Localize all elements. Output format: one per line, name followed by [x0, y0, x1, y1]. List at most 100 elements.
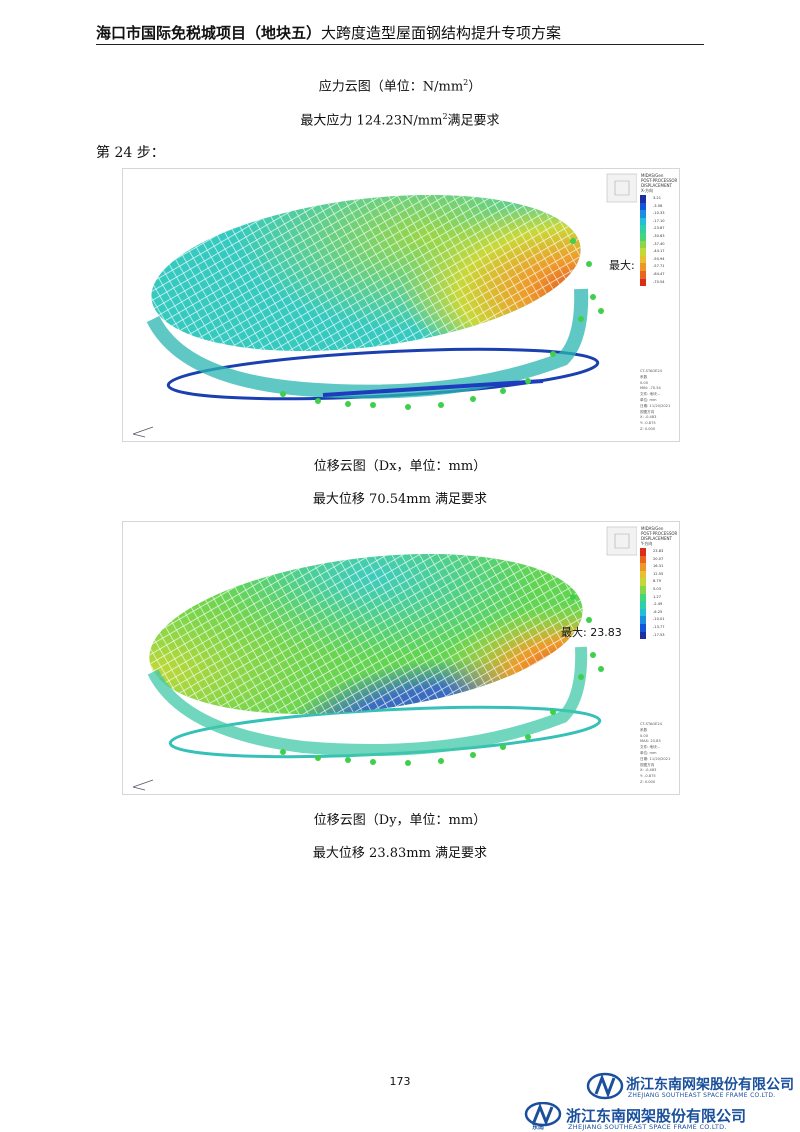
legend-header-line: DISPLACEMENT: [641, 536, 672, 541]
stress-caption: 应力云图（单位：N/mm2）: [318, 78, 482, 95]
legend-value: -13.77: [653, 625, 665, 629]
legend-swatch: [640, 255, 646, 264]
legend-value: -6.25: [653, 609, 663, 614]
axis-triad-icon: [132, 779, 154, 791]
stress-note: 最大应力 124.23N/mm2满足要求: [300, 112, 500, 129]
page-header: 海口市国际免税城项目（地块五）大跨度造型屋面钢结构提升专项方案: [96, 22, 704, 45]
legend-swatch: [640, 278, 646, 287]
max-value-label: 最大: 23.83: [561, 626, 622, 639]
legend-info-line: 0.00: [640, 380, 649, 385]
legend-swatch: [640, 563, 646, 571]
legend-swatch: [640, 263, 646, 271]
legend-info-line: 日期: 11/20/2021: [640, 403, 671, 408]
legend-info-line: 单位: mm: [640, 398, 657, 402]
legend-header-line: DISPLACEMENT: [641, 183, 672, 188]
dy-displacement-contour-figure: 最大: 23.83 MIDAS/Gen POST-PROCESSOR DISPLAC…: [122, 521, 680, 795]
legend-value: -17.10: [653, 218, 665, 223]
legend-info-line: 系数: [640, 374, 648, 379]
legend-info-line: Y: -0.875: [640, 774, 656, 779]
legend-info-line: 文件: 地块...: [640, 392, 661, 397]
legend-value: -10.33: [653, 211, 665, 216]
legend-value: 23.83: [653, 549, 664, 553]
legend-header-line: Y-方向: [641, 541, 653, 546]
legend-info-line: 文件: 地块...: [640, 745, 661, 750]
legend-swatch: [640, 240, 646, 249]
legend-swatch: [640, 616, 646, 624]
legend-swatch: [640, 225, 646, 233]
legend-value: 8.79: [653, 579, 662, 584]
dx-caption: 位移云图（Dx，单位：mm）: [313, 459, 487, 474]
coordinate-gizmo-icon: [606, 526, 638, 556]
support-nodes: [280, 238, 604, 410]
legend-swatch: [640, 585, 646, 594]
dx-contour-plot: [132, 173, 638, 438]
legend-swatch: [640, 195, 646, 203]
legend-info-line: Y: -0.875: [640, 421, 656, 426]
legend-swatch: [640, 555, 646, 564]
legend-value: -57.71: [653, 264, 665, 269]
legend-info-line: Z: 0.000: [640, 427, 656, 431]
contour-legend: MIDAS/Gen POST-PROCESSOR DISPLACEMENT X-方向 3…: [637, 169, 679, 441]
contour-legend: MIDAS/Gen POST-PROCESSOR DISPLACEMENT Y-方向 2…: [637, 522, 679, 794]
legend-swatch: [640, 593, 646, 602]
legend-value: 12.55: [653, 571, 664, 576]
legend-info-line: X: -0.483: [640, 415, 657, 420]
dx-displacement-contour-figure: 最大: -70.5 MIDAS/GenPOST-PROCESSORDISPLAC…: [122, 168, 680, 442]
legend-header-line: MIDAS/Gen: [641, 173, 664, 178]
legend-header-line: POST-PROCESSOR: [641, 178, 678, 183]
company-emblem-icon: [524, 1102, 562, 1127]
legend-header-line: POST-PROCESSOR: [641, 531, 678, 536]
legend-info-line: X: -0.483: [640, 768, 657, 773]
project-name: 海口市国际免税城项目（地块五）: [96, 24, 322, 42]
legend-swatch: [640, 623, 646, 632]
legend-info-line: MIN: -70.54: [640, 386, 661, 391]
legend-swatch: [640, 578, 646, 586]
support-nodes: [280, 594, 604, 766]
legend-info-line: CT-STAGE24: [640, 722, 662, 726]
legend-info-line: MAX: 23.83: [640, 739, 661, 744]
legend-value: -70.54: [653, 279, 665, 284]
legend-info-line: 视图方向: [640, 409, 655, 414]
legend-info-line: 单位: mm: [640, 751, 657, 755]
legend-value: -30.63: [653, 234, 665, 238]
legend-color-bar: [640, 195, 646, 287]
coordinate-gizmo-icon: [606, 173, 638, 203]
legend-value: 1.27: [653, 594, 662, 599]
step-heading: 第 24 步：: [96, 145, 165, 161]
document-title: 大跨度造型屋面钢结构提升专项方案: [321, 24, 562, 42]
legend-swatch: [640, 270, 646, 279]
axis-triad-icon: [132, 426, 154, 438]
legend-header-line: MIDAS/Gen: [641, 526, 664, 531]
legend-value: -3.56: [653, 203, 663, 208]
legend-color-bar: [640, 548, 646, 640]
company-logo-bottom: 东南 浙江东南网架股份有限公司 ZHEJIANG SOUTHEAST SPACE…: [524, 1102, 800, 1132]
legend-swatch: [640, 232, 646, 241]
legend-swatch: [640, 570, 646, 579]
legend-swatch: [640, 248, 646, 256]
dy-note: 最大位移 23.83mm 满足要求: [312, 846, 488, 861]
legend-value: 16.31: [653, 564, 664, 569]
legend-header-line: X-方向: [641, 188, 653, 193]
page-number: 173: [389, 1075, 411, 1088]
legend-info-line: CT-STAGE24: [640, 369, 662, 373]
legend-value: 20.07: [653, 556, 664, 561]
legend-swatch: [640, 217, 646, 226]
legend-swatch: [640, 210, 646, 218]
legend-value: -44.17: [653, 249, 665, 254]
company-logo-top: 浙江东南网架股份有限公司 ZHEJIANG SOUTHEAST SPACE FR…: [586, 1072, 800, 1102]
dy-caption: 位移云图（Dy，单位：mm）: [313, 813, 487, 828]
legend-value: -10.01: [653, 617, 665, 622]
legend-swatch: [640, 202, 646, 211]
dy-contour-plot: [132, 526, 638, 791]
legend-swatch: [640, 608, 646, 617]
legend-info-line: Z: 0.000: [640, 780, 656, 784]
dx-note: 最大位移 70.54mm 满足要求: [312, 492, 488, 507]
legend-swatch: [640, 601, 646, 609]
legend-value: -50.94: [653, 256, 665, 261]
legend-info-line: 0.00: [640, 733, 649, 738]
legend-info-line: 视图方向: [640, 762, 655, 767]
legend-swatch: [640, 548, 646, 556]
legend-info-line: 系数: [640, 727, 648, 732]
legend-info-line: 日期: 11/20/2021: [640, 756, 671, 761]
legend-value: -17.53: [653, 632, 665, 637]
